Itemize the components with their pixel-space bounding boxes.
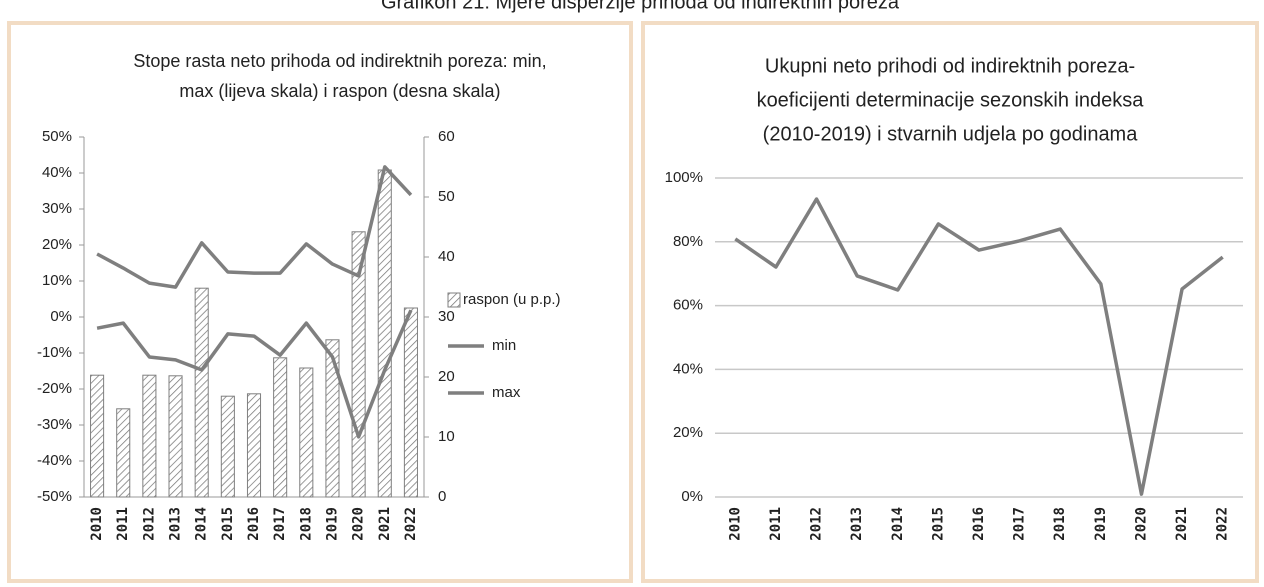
bar <box>273 357 288 498</box>
line <box>96 165 413 289</box>
y-tick-label: -20% <box>37 380 72 397</box>
x-tick-label: 2015 <box>220 507 236 541</box>
x-tick-label: 2011 <box>768 507 784 541</box>
x-tick-label: 2011 <box>115 507 131 541</box>
chart-title: max (lijeva skala) i raspon (desna skala… <box>179 81 500 101</box>
y2-tick-label: 60 <box>438 128 455 145</box>
caption: Grafikon 21: Mjere disperzije prihoda od… <box>381 0 900 13</box>
x-tick-label: 2010 <box>727 507 743 541</box>
x-tick-label: 2012 <box>141 507 157 541</box>
bar <box>246 393 262 498</box>
bar <box>142 374 157 498</box>
y2-tick-label: 50 <box>438 188 455 205</box>
legend-label: max <box>492 384 521 401</box>
legend-label: min <box>492 337 516 354</box>
y-tick-label: 0% <box>50 308 72 325</box>
y-tick-label: 30% <box>42 200 72 217</box>
y-tick-label: 40% <box>42 164 72 181</box>
bar <box>168 375 183 498</box>
x-tick-label: 2016 <box>971 507 987 541</box>
panel <box>7 21 633 583</box>
bar <box>116 408 131 498</box>
bar <box>220 395 235 498</box>
x-tick-label: 2022 <box>1215 507 1231 541</box>
x-tick-label: 2014 <box>194 507 210 541</box>
chart-title: (2010-2019) i stvarnih udjela po godinam… <box>763 123 1139 145</box>
x-tick-label: 2010 <box>89 507 105 541</box>
y-tick-label: 10% <box>42 272 72 289</box>
y2-tick-label: 30 <box>438 308 455 325</box>
y-tick-label: 100% <box>665 169 703 186</box>
x-tick-label: 2021 <box>377 507 393 541</box>
y-tick-label: 40% <box>673 360 703 377</box>
x-tick-label: 2018 <box>298 507 314 541</box>
bar <box>299 367 314 498</box>
chart-title: Ukupni neto prihodi od indirektnih porez… <box>765 55 1135 77</box>
x-tick-label: 2017 <box>1012 507 1028 541</box>
y-tick-label: -30% <box>37 416 72 433</box>
y-tick-label: 0% <box>681 488 703 505</box>
y2-tick-label: 0 <box>438 488 446 505</box>
y-tick-label: -50% <box>37 488 72 505</box>
x-tick-label: 2019 <box>1093 507 1109 541</box>
panel <box>641 21 1259 583</box>
bar <box>377 169 392 498</box>
line <box>96 309 413 439</box>
x-tick-label: 2018 <box>1052 507 1068 541</box>
x-tick-label: 2013 <box>168 507 184 541</box>
bar <box>403 307 418 498</box>
line <box>734 197 1224 496</box>
chart-title: koeficijenti determinacije sezonskih ind… <box>757 89 1145 111</box>
legend-swatch <box>447 292 461 308</box>
y-tick-label: -40% <box>37 452 72 469</box>
x-tick-label: 2016 <box>246 507 262 541</box>
bar <box>90 374 105 498</box>
x-tick-label: 2012 <box>809 507 825 541</box>
x-tick-label: 2020 <box>1133 507 1149 541</box>
legend-label: raspon (u p.p.) <box>463 291 561 308</box>
x-tick-label: 2020 <box>351 507 367 541</box>
chart-title: Stope rasta neto prihoda od indirektnih … <box>133 51 546 71</box>
x-tick-label: 2014 <box>890 507 906 541</box>
y-tick-label: 50% <box>42 128 72 145</box>
y2-tick-label: 20 <box>438 368 455 385</box>
y-tick-label: -10% <box>37 344 72 361</box>
y-tick-label: 20% <box>673 424 703 441</box>
bar <box>194 287 209 498</box>
x-tick-label: 2017 <box>272 507 288 541</box>
x-tick-label: 2013 <box>849 507 865 541</box>
y-tick-label: 80% <box>673 233 703 250</box>
y2-tick-label: 40 <box>438 248 455 265</box>
x-tick-label: 2022 <box>403 507 419 541</box>
y2-tick-label: 10 <box>438 428 455 445</box>
x-tick-label: 2019 <box>324 507 340 541</box>
bar <box>325 339 340 498</box>
y-tick-label: 20% <box>42 236 72 253</box>
x-tick-label: 2015 <box>930 507 946 541</box>
x-tick-label: 2021 <box>1174 507 1190 541</box>
y-tick-label: 60% <box>673 297 703 314</box>
